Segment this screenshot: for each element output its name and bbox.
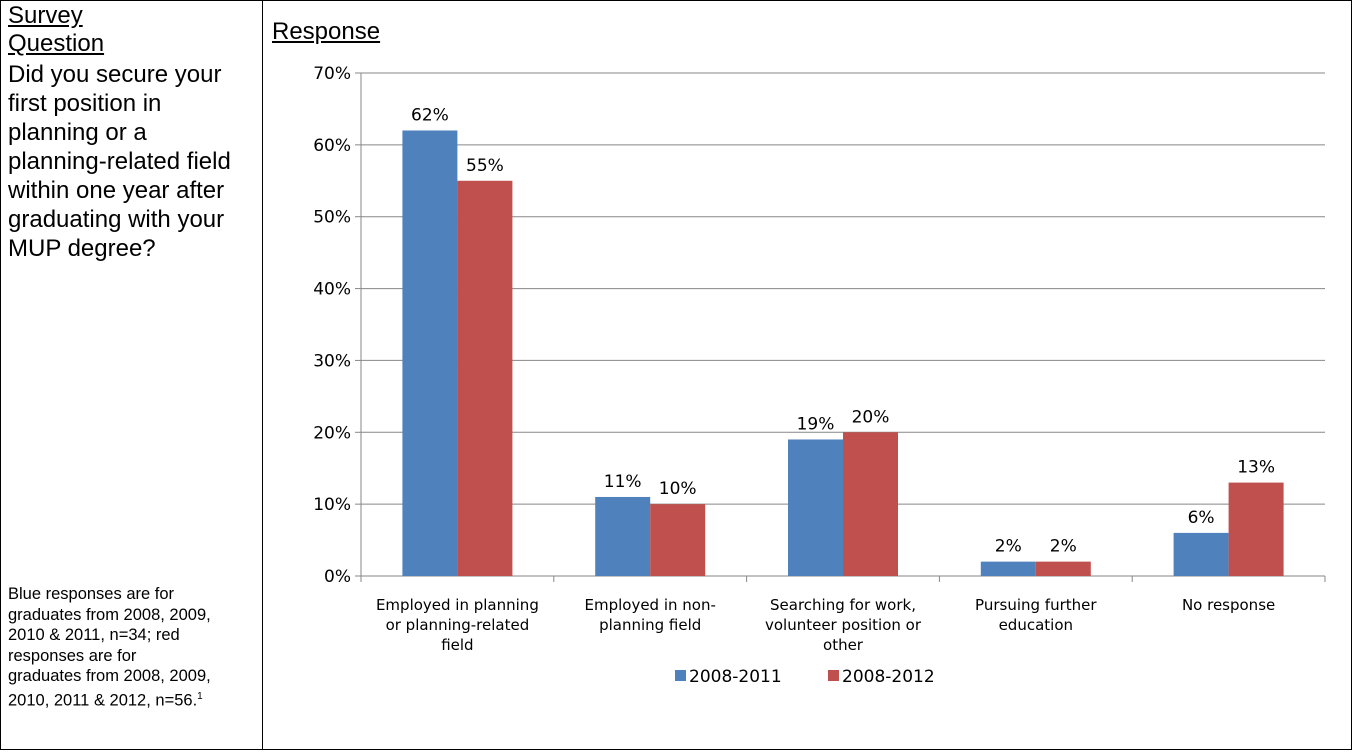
data-label: 6% [1188,508,1215,528]
category-label: No response [1182,596,1275,614]
y-tick-label: 40% [313,280,351,300]
footnote-marker: 1 [197,690,203,702]
category-label: Employed in planning [376,596,539,614]
category-label: field [441,636,473,654]
y-tick-label: 50% [313,208,351,228]
legend-swatch [675,670,686,681]
category-label: other [823,636,864,654]
response-bar-chart: 0% 10% 20% 30% 40% 50% 60% 70% 62% 55% Employed in… [313,64,1326,687]
y-tick-label: 0% [324,567,351,587]
bar-2008-2011 [1173,532,1229,576]
bar-2008-2011 [402,130,458,576]
bar-2008-2011 [980,561,1036,576]
bar-2008-2012 [457,180,513,577]
survey-question-heading: Survey Question [8,2,105,57]
data-label: 13% [1237,458,1275,478]
legend-label: 2008-2012 [842,667,935,687]
bar-2008-2011 [788,439,843,576]
bar-2008-2012 [843,432,898,576]
bar-2008-2012 [650,504,706,576]
legend-label: 2008-2011 [689,667,782,687]
category-label: volunteer position or [765,616,922,634]
category-label: Employed in non- [584,596,715,614]
bar-2008-2011 [595,496,651,576]
data-label: 2% [1050,537,1077,557]
data-label: 62% [411,105,449,125]
data-label: 55% [466,156,504,176]
legend-swatch [828,670,839,681]
response-heading: Response [272,18,381,45]
category-label: planning field [599,616,701,634]
data-label: 11% [604,472,642,492]
y-tick-label: 30% [313,351,351,371]
y-tick-label: 20% [313,423,351,443]
bar-2008-2012 [1228,482,1284,576]
category-label: or planning-related [386,616,530,634]
bar-2008-2012 [1035,561,1091,576]
y-tick-label: 10% [313,495,351,515]
data-label: 19% [797,414,835,434]
category-label: Searching for work, [770,596,916,614]
data-label: 20% [852,407,890,427]
category-label: education [999,616,1073,634]
survey-question-text: Did you secure your first position in pl… [8,61,231,262]
column-divider [262,0,263,750]
left-panel: Survey Question Did you secure your firs… [8,2,258,263]
data-label: 2% [995,537,1022,557]
category-label: Pursuing further [975,596,1097,614]
y-tick-label: 70% [313,64,351,84]
respondents-note: Blue responses are for graduates from 20… [8,584,213,711]
respondents-note-text: Blue responses are for graduates from 20… [8,585,211,709]
data-label: 10% [659,479,697,499]
y-tick-label: 60% [313,136,351,156]
